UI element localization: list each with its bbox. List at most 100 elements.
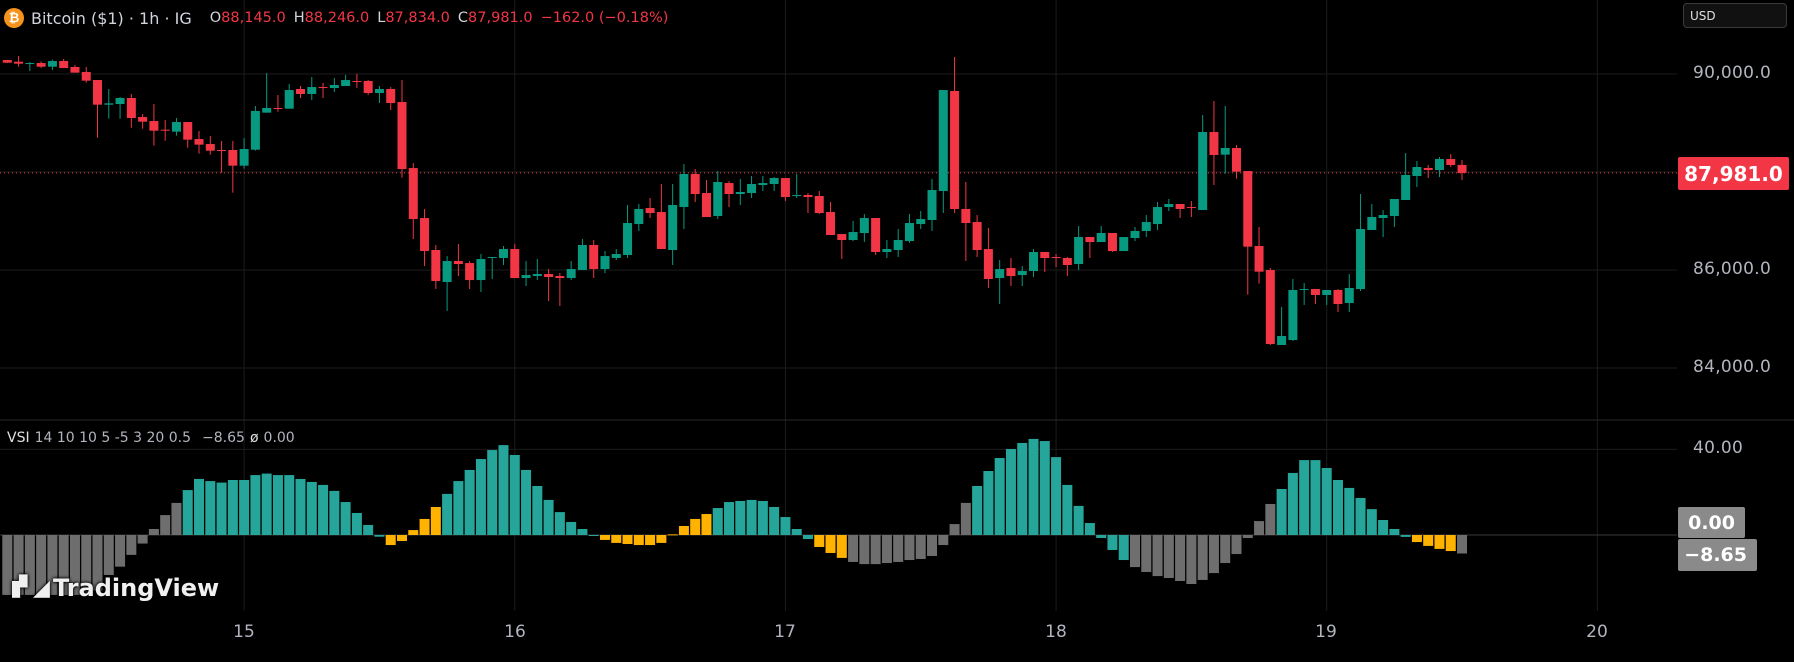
candle-body xyxy=(668,205,678,251)
candle xyxy=(1164,198,1174,212)
vsi-bar xyxy=(904,535,915,561)
vsi-bar xyxy=(1355,497,1366,535)
candle-body xyxy=(1265,270,1275,344)
candle-body xyxy=(386,88,396,104)
candle xyxy=(1243,171,1253,295)
vsi-bar xyxy=(137,535,148,544)
candle xyxy=(408,163,418,240)
candle-body xyxy=(70,66,80,73)
candle xyxy=(1175,203,1185,219)
vsi-bar xyxy=(1186,535,1197,585)
candle xyxy=(194,131,204,154)
candle-body xyxy=(1446,159,1456,165)
vsi-bar xyxy=(893,535,904,562)
vsi-bar xyxy=(1084,523,1095,535)
candle-body xyxy=(589,245,599,270)
vsi-bar xyxy=(983,471,994,535)
vsi-legend[interactable]: VSI 14 10 10 5 -5 3 20 0.5 −8.65 ø 0.00 xyxy=(7,430,295,446)
currency-button[interactable]: USD xyxy=(1683,3,1787,28)
candle xyxy=(1186,201,1196,218)
candle-body xyxy=(228,149,238,166)
vsi-bar xyxy=(1254,521,1265,535)
vsi-bar xyxy=(678,526,689,535)
candle xyxy=(296,86,306,99)
vsi-value: −8.65 xyxy=(202,430,245,446)
candle-body xyxy=(329,85,339,89)
vsi-last-label: −8.65 xyxy=(1678,539,1757,571)
vsi-bar xyxy=(881,535,892,564)
candle xyxy=(431,245,441,290)
candle-body xyxy=(611,254,621,258)
vsi-bar xyxy=(1457,535,1468,554)
close-key: C xyxy=(457,10,469,26)
candle-body xyxy=(1017,271,1027,276)
candle xyxy=(634,204,644,231)
vsi-bar xyxy=(938,535,949,546)
symbol-title[interactable]: Bitcoin ($1) · 1h · IG xyxy=(31,8,192,28)
vsi-bar xyxy=(363,524,374,535)
candle-body xyxy=(758,183,768,186)
candle-body xyxy=(93,80,103,105)
candle xyxy=(826,201,836,236)
candle-body xyxy=(25,63,35,65)
vsi-bar xyxy=(103,535,114,576)
candle xyxy=(442,256,452,312)
candle-body xyxy=(555,276,565,279)
change-value: −162.0 (−0.18%) xyxy=(540,10,669,26)
candle xyxy=(1231,145,1241,179)
candle-body xyxy=(352,81,362,83)
vsi-bar xyxy=(994,457,1005,535)
candle-body xyxy=(397,102,407,170)
candle xyxy=(995,260,1005,305)
candle-body xyxy=(453,261,463,265)
candle-body xyxy=(995,269,1005,279)
vsi-bar xyxy=(1242,535,1253,538)
candle-body xyxy=(14,61,24,64)
candle xyxy=(950,56,960,214)
candle xyxy=(262,73,272,113)
candle-body xyxy=(1040,252,1050,258)
candle-body xyxy=(1051,257,1061,259)
vsi-bar xyxy=(250,475,261,535)
candle xyxy=(1085,237,1095,258)
vsi-bar xyxy=(295,478,306,535)
bitcoin-icon: ₿ xyxy=(4,8,24,28)
candle xyxy=(893,229,903,258)
candle-body xyxy=(431,250,441,282)
candle-body xyxy=(1186,207,1196,209)
vsi-bar xyxy=(521,469,532,535)
candle-body xyxy=(1378,215,1388,219)
candle-body xyxy=(239,149,249,166)
candle xyxy=(93,80,103,138)
candle-body xyxy=(1231,147,1241,172)
candle xyxy=(1074,225,1084,270)
candle-body xyxy=(1119,237,1129,252)
candle xyxy=(679,164,689,230)
candle xyxy=(453,244,463,277)
candle xyxy=(577,239,587,270)
candle-body xyxy=(284,90,294,109)
candle xyxy=(938,90,948,214)
vsi-bar xyxy=(915,535,926,559)
price-label-86000: 86,000.0 xyxy=(1693,259,1772,279)
candle-body xyxy=(904,223,914,242)
candle xyxy=(1401,152,1411,200)
candle-body xyxy=(656,212,666,250)
candle-body xyxy=(747,184,757,194)
candle xyxy=(183,122,193,148)
candle xyxy=(566,261,576,281)
candle xyxy=(1423,164,1433,179)
price-label-84000: 84,000.0 xyxy=(1693,357,1772,377)
candle-body xyxy=(126,98,136,119)
candle xyxy=(2,59,12,63)
tradingview-logo[interactable]: ▮▘◢ TradingView xyxy=(10,574,219,602)
vsi-bar xyxy=(859,535,870,565)
vsi-bar xyxy=(1197,535,1208,580)
candle-body xyxy=(1130,230,1140,239)
symbol-header[interactable]: ₿ Bitcoin ($1) · 1h · IG O88,145.0 H88,2… xyxy=(4,6,668,30)
candle-body xyxy=(465,263,475,281)
candle-body xyxy=(938,90,948,192)
candle xyxy=(307,76,317,101)
candle xyxy=(1130,227,1140,242)
